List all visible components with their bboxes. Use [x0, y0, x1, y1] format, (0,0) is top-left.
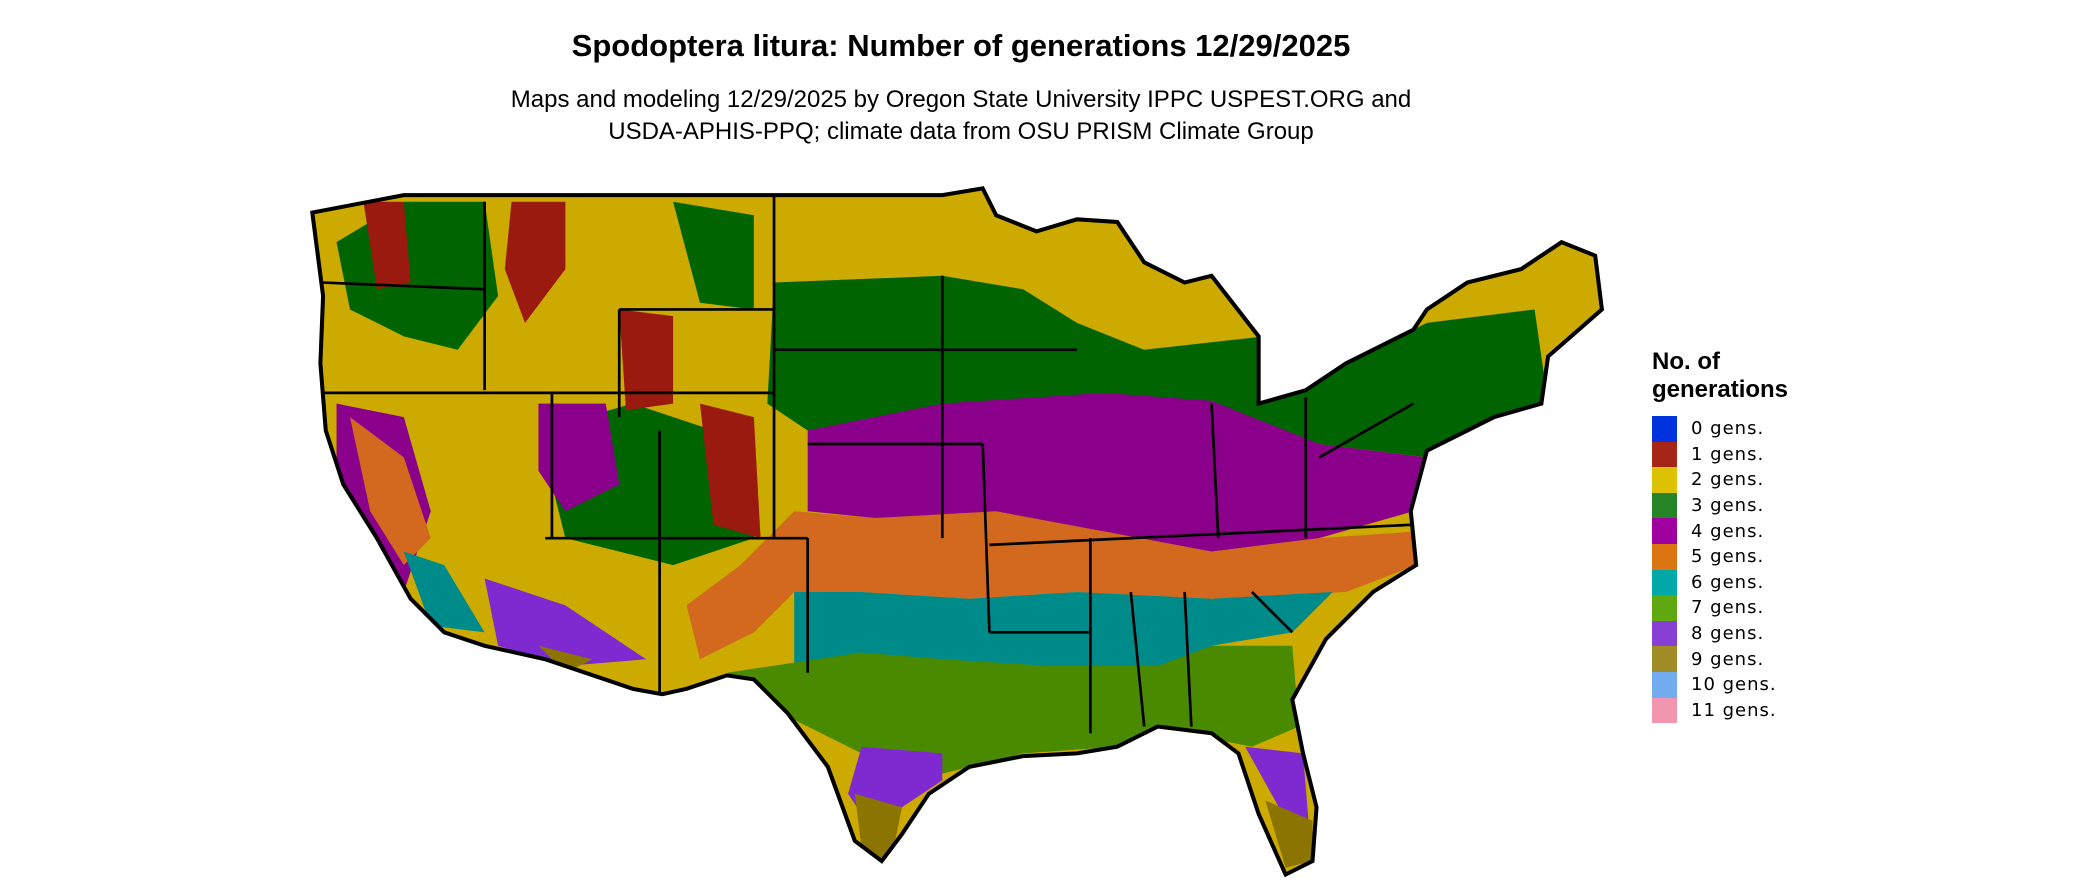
legend-item: 2 gens. — [1652, 467, 1788, 493]
legend-item: 8 gens. — [1652, 620, 1788, 647]
legend: No. of generations 0 gens. 1 gens. 2 gens.… — [1652, 348, 1788, 724]
legend-swatch — [1652, 595, 1677, 621]
legend-swatch — [1652, 518, 1677, 544]
map-title: Spodoptera litura: Number of generations… — [571, 28, 1351, 63]
legend-title-line-2: generations — [1652, 376, 1789, 403]
region-gen6 — [403, 551, 1333, 673]
legend-swatch — [1652, 492, 1677, 519]
legend-swatch — [1652, 620, 1677, 647]
legend-swatch — [1652, 543, 1677, 570]
region-gen8 — [484, 578, 1309, 835]
legend-label: 4 gens. — [1691, 520, 1765, 542]
region-gen7 — [726, 645, 1300, 774]
region-gen1 — [363, 201, 761, 539]
legend-swatch — [1652, 441, 1677, 468]
legend-label: 9 gens. — [1691, 648, 1765, 670]
legend-item: 3 gens. — [1652, 492, 1788, 519]
region-gen3-west — [336, 201, 754, 566]
legend-swatch — [1652, 416, 1677, 442]
state-borders — [323, 195, 1415, 734]
legend-label: 2 gens. — [1691, 469, 1765, 491]
legend-swatch — [1652, 467, 1677, 493]
region-gen3-north — [767, 275, 1549, 458]
legend-item: 11 gens. — [1652, 697, 1788, 724]
map-subtitle-line-1: Maps and modeling 12/29/2025 by Oregon S… — [510, 86, 1412, 113]
legend-item: 4 gens. — [1652, 518, 1788, 544]
legend-swatch — [1652, 569, 1677, 596]
legend-item: 5 gens. — [1652, 543, 1788, 570]
region-gen5 — [350, 417, 1417, 660]
legend-title-line-1: No. of — [1652, 348, 1720, 375]
legend-item: 7 gens. — [1652, 595, 1788, 621]
legend-swatch — [1652, 671, 1677, 698]
legend-label: 8 gens. — [1691, 623, 1765, 645]
legend-item: 1 gens. — [1652, 441, 1788, 468]
legend-label: 11 gens. — [1691, 699, 1777, 721]
legend-label: 0 gens. — [1691, 418, 1765, 440]
legend-label: 10 gens. — [1691, 674, 1777, 696]
legend-item: 10 gens. — [1652, 671, 1788, 698]
legend-item: 6 gens. — [1652, 569, 1788, 596]
legend-label: 6 gens. — [1691, 571, 1765, 593]
legend-label: 7 gens. — [1691, 597, 1765, 619]
legend-title: No. of generations — [1652, 348, 1788, 404]
legend-swatch — [1652, 646, 1677, 672]
legend-item: 9 gens. — [1652, 646, 1788, 672]
legend-swatch — [1652, 697, 1677, 724]
legend-label: 1 gens. — [1691, 443, 1765, 465]
region-gen4 — [336, 392, 1427, 592]
legend-label: 3 gens. — [1691, 495, 1765, 517]
legend-label: 5 gens. — [1691, 546, 1765, 568]
map-subtitle-line-2: USDA-APHIS-PPQ; climate data from OSU PR… — [608, 118, 1314, 145]
legend-item: 0 gens. — [1652, 416, 1788, 442]
